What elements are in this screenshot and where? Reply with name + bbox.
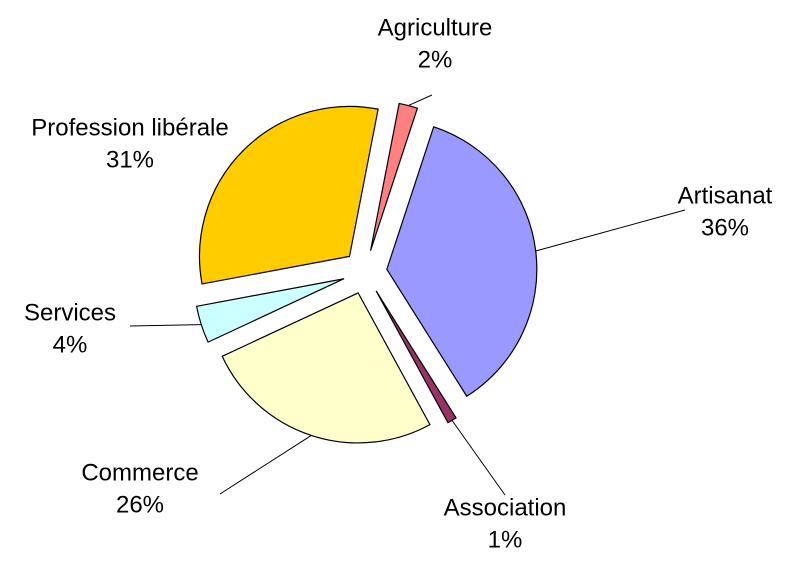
pie-slice	[195, 278, 345, 343]
slice-label: Artisanat	[678, 182, 773, 209]
slice-value-label: 31%	[106, 146, 154, 173]
slice-value-label: 2%	[418, 46, 453, 73]
leader-line	[535, 209, 686, 252]
slice-value-label: 36%	[701, 214, 749, 241]
slice-label: Profession libérale	[31, 114, 228, 141]
slice-value-label: 1%	[488, 526, 523, 553]
pie-slice	[386, 126, 538, 398]
slice-label: Association	[444, 494, 567, 521]
leader-line	[219, 434, 312, 495]
slice-value-label: 4%	[53, 331, 88, 358]
leader-line	[451, 420, 506, 496]
leader-line	[129, 324, 202, 327]
pie-slice	[198, 105, 379, 285]
slice-label: Agriculture	[378, 14, 493, 41]
slice-value-label: 26%	[116, 491, 164, 518]
slice-label: Commerce	[81, 459, 198, 486]
pie-slice	[221, 292, 431, 444]
slice-label: Services	[24, 299, 116, 326]
leader-line	[408, 94, 433, 107]
